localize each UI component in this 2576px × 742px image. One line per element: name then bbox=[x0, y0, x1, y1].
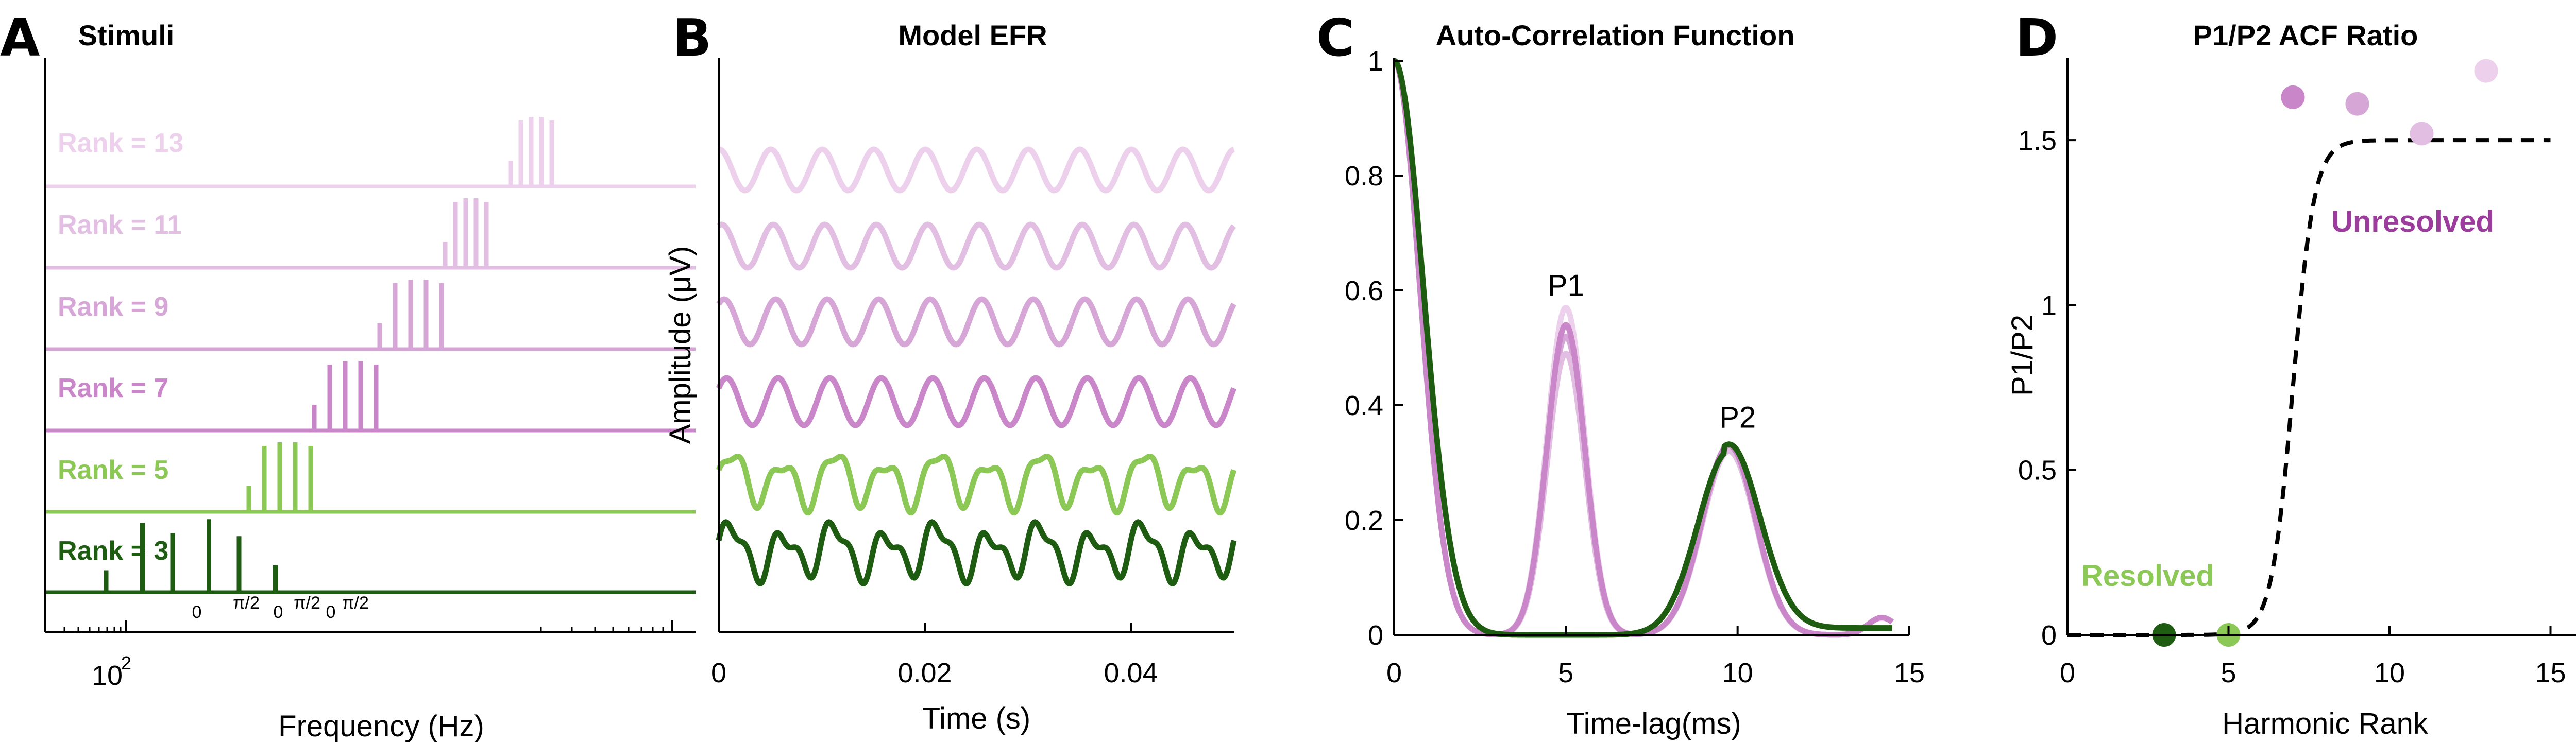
rank-label-9: Rank = 9 bbox=[58, 292, 168, 322]
panel-c-y-tick-label: 0.2 bbox=[1345, 505, 1383, 536]
panel-c-y-tick-label: 1 bbox=[1368, 46, 1383, 77]
efr-waveform-r7 bbox=[716, 375, 1237, 428]
panel-c-title: Auto-Correlation Function bbox=[1436, 19, 1795, 51]
phase-label-6: π/2 bbox=[342, 593, 369, 613]
panel-c-x-tick-label: 15 bbox=[1894, 658, 1925, 688]
panel-b-x-tick-label: 0 bbox=[711, 658, 726, 688]
acf-curve-r7 bbox=[1392, 58, 1894, 638]
stimulus-trace-rank13 bbox=[45, 117, 696, 188]
panel-c-ticks: 0 5 10 15 0 0.2 0.4 0.6 0.8 1 bbox=[1345, 46, 1925, 688]
stimulus-trace-rank9 bbox=[45, 280, 696, 351]
panel-b-y-label: Amplitude (μV) bbox=[664, 246, 697, 444]
panel-c-y-tick-label: 0.8 bbox=[1345, 161, 1383, 192]
panel-b-plot-area bbox=[716, 146, 1237, 586]
panel-a-phase-labels: 0 π/2 0 π/2 0 π/2 bbox=[192, 593, 369, 622]
panel-c-x-tick-label: 0 bbox=[1386, 658, 1402, 688]
rank-label-13: Rank = 13 bbox=[58, 128, 183, 158]
panel-b: B Model EFR 0 0.02 0.04 Time (s) Amplitude… bbox=[664, 8, 1237, 735]
acf-curve-r13 bbox=[1392, 58, 1894, 638]
panel-d-y-label: P1/P2 bbox=[2006, 315, 2039, 396]
ratio-point-rank-13 bbox=[2474, 59, 2498, 83]
panel-a-rank-labels: Rank = 3 Rank = 5 Rank = 7 Rank = 9 Rank… bbox=[58, 128, 183, 566]
phase-label-3: 0 bbox=[274, 602, 283, 622]
efr-waveform-r13 bbox=[717, 146, 1236, 194]
label-unresolved: Unresolved bbox=[2331, 205, 2494, 238]
phase-label-2: π/2 bbox=[233, 593, 260, 613]
panel-b-x-tick-label: 0.04 bbox=[1104, 658, 1158, 688]
panel-d-x-tick-label: 5 bbox=[2221, 658, 2236, 688]
panel-d-x-label: Harmonic Rank bbox=[2222, 707, 2429, 740]
panel-c-letter: C bbox=[1316, 8, 1354, 68]
rank-label-7: Rank = 7 bbox=[58, 373, 168, 403]
panel-d-x-tick-label: 0 bbox=[2060, 658, 2075, 688]
panel-a-letter: A bbox=[0, 8, 40, 68]
phase-label-5: 0 bbox=[326, 602, 336, 622]
stimulus-trace-rank3 bbox=[45, 519, 696, 594]
panel-b-title: Model EFR bbox=[898, 19, 1047, 51]
panel-b-letter: B bbox=[672, 8, 711, 68]
panel-a-title: Stimuli bbox=[78, 19, 175, 51]
phase-label-4: π/2 bbox=[294, 593, 320, 613]
annotation-p1: P1 bbox=[1548, 269, 1584, 302]
panel-a: A Stimuli 10 2 Frequency (Hz) Rank = 3 R… bbox=[0, 8, 696, 742]
acf-curve-r9 bbox=[1392, 58, 1894, 638]
label-resolved: Resolved bbox=[2081, 559, 2214, 593]
panel-a-ticks bbox=[44, 620, 673, 632]
panel-c-y-tick-label: 0.4 bbox=[1345, 390, 1383, 421]
efr-waveform-r11 bbox=[717, 221, 1236, 271]
stimulus-trace-rank5 bbox=[45, 442, 696, 514]
ratio-point-rank-11 bbox=[2410, 122, 2434, 146]
phase-label-1: 0 bbox=[192, 602, 202, 622]
stimulus-trace-rank7 bbox=[45, 361, 696, 433]
panel-c-y-tick-label: 0 bbox=[1368, 620, 1383, 651]
panel-b-x-label: Time (s) bbox=[922, 702, 1030, 735]
panel-a-x-tick-exponent: 2 bbox=[121, 652, 131, 674]
panel-c-plot-area bbox=[1392, 58, 1894, 638]
panel-d-y-tick-label: 0.5 bbox=[2018, 455, 2057, 486]
panel-a-x-tick-label: 10 2 bbox=[92, 652, 131, 691]
panel-d-ticks: 0 5 10 15 0 0.5 1 1.5 bbox=[2018, 125, 2566, 688]
panel-d-x-tick-label: 15 bbox=[2535, 658, 2566, 688]
panel-a-plot-area bbox=[45, 117, 696, 594]
rank-label-5: Rank = 5 bbox=[58, 455, 168, 485]
panel-b-x-tick-label: 0.02 bbox=[897, 658, 952, 688]
panel-a-x-label: Frequency (Hz) bbox=[278, 710, 484, 742]
rank-label-11: Rank = 11 bbox=[58, 210, 182, 240]
acf-curve-r5 bbox=[1392, 58, 1894, 638]
panel-d-y-tick-label: 1 bbox=[2041, 290, 2057, 321]
acf-curve-r3 bbox=[1392, 58, 1894, 638]
panel-c-x-tick-label: 5 bbox=[1558, 658, 1573, 688]
panel-d-y-tick-label: 1.5 bbox=[2018, 125, 2057, 156]
ratio-point-rank-7 bbox=[2281, 85, 2305, 109]
annotation-p2: P2 bbox=[1719, 401, 1756, 434]
panel-d-plot-area bbox=[2067, 59, 2551, 647]
panel-c-x-label: Time-lag(ms) bbox=[1566, 707, 1741, 740]
acf-curve-r11 bbox=[1392, 58, 1894, 638]
ratio-point-rank-9 bbox=[2345, 92, 2369, 116]
panel-c-x-tick-label: 10 bbox=[1722, 658, 1753, 688]
panel-c: C Auto-Correlation Function 0 5 10 15 0 0.2 0.… bbox=[1316, 8, 1925, 740]
efr-waveform-r9 bbox=[716, 296, 1236, 348]
panel-d-y-tick-label: 0 bbox=[2041, 620, 2057, 651]
rank-label-3: Rank = 3 bbox=[58, 536, 168, 566]
efr-waveform-r3 bbox=[716, 519, 1237, 586]
panel-c-y-tick-label: 0.6 bbox=[1345, 275, 1383, 306]
panel-d-x-tick-label: 10 bbox=[2374, 658, 2405, 688]
efr-waveform-r5 bbox=[716, 453, 1237, 516]
panel-b-ticks: 0 0.02 0.04 bbox=[711, 623, 1158, 688]
stimulus-trace-rank11 bbox=[45, 198, 696, 270]
panel-d-title: P1/P2 ACF Ratio bbox=[2193, 19, 2418, 51]
panel-a-x-tick-base: 10 bbox=[92, 660, 123, 691]
panel-d: D P1/P2 ACF Ratio 0 5 10 15 0 0.5 1 1.5 Resolve… bbox=[2006, 8, 2576, 740]
panel-d-letter: D bbox=[2015, 8, 2058, 68]
